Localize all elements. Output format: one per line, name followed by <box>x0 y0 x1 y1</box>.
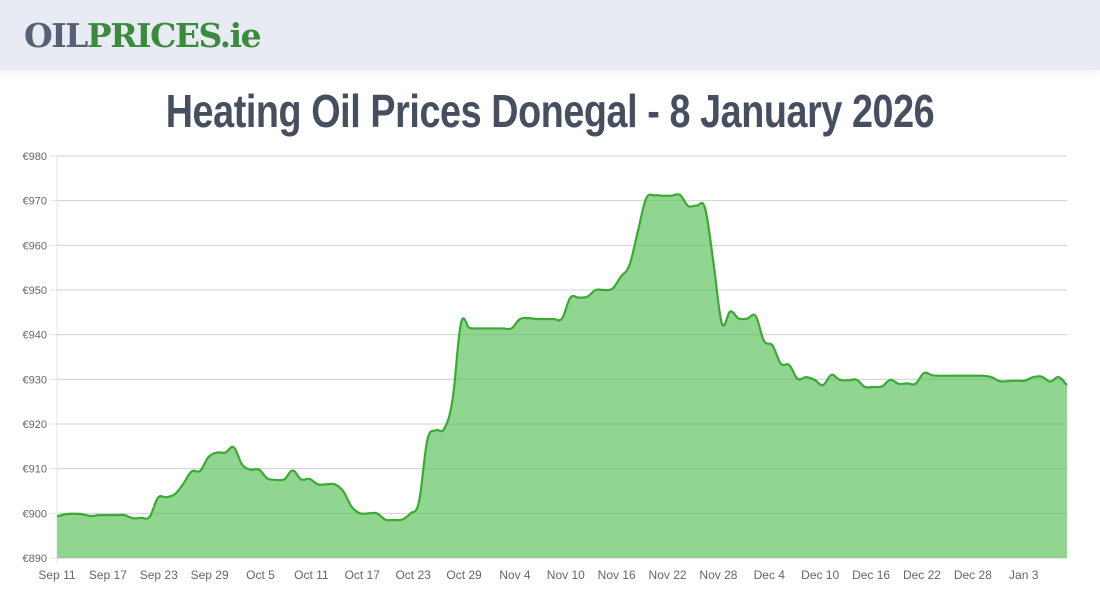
chart-gridlines-overlay <box>57 155 1067 559</box>
y-tick-label: €970 <box>23 196 47 208</box>
x-tick-label: Jan 3 <box>1009 568 1039 582</box>
x-tick-label: Oct 29 <box>446 568 482 582</box>
x-tick-label: Nov 10 <box>547 568 585 582</box>
page-title: Heating Oil Prices Donegal - 8 January 2… <box>165 85 935 137</box>
site-header: OILPRICES.ie <box>0 0 1100 70</box>
y-tick-label: €940 <box>23 330 47 342</box>
x-tick-label: Oct 17 <box>345 568 381 582</box>
x-tick-label: Dec 16 <box>852 568 890 582</box>
logo-oil-text: OIL <box>24 16 88 55</box>
y-tick-label: €920 <box>23 419 47 431</box>
x-tick-label: Sep 17 <box>89 568 127 582</box>
y-tick-label: €910 <box>23 464 47 476</box>
x-tick-label: Nov 16 <box>598 568 636 582</box>
y-tick-label: €930 <box>23 374 47 386</box>
price-area-fill <box>57 194 1067 558</box>
site-logo[interactable]: OILPRICES.ie <box>24 16 262 56</box>
x-tick-label: Oct 11 <box>294 568 329 582</box>
logo-prices-text: PRICES.ie <box>86 16 262 55</box>
x-axis: Sep 11 Sep 17 Sep 23 Sep 29 Oct 5 Oct 11 Oct 1… <box>38 568 1038 582</box>
price-line[interactable] <box>56 193 1068 522</box>
y-tick-label: €960 <box>23 240 47 252</box>
x-tick-label: Dec 22 <box>903 568 941 582</box>
x-tick-label: Dec 10 <box>801 568 839 582</box>
x-tick-label: Nov 4 <box>499 568 531 582</box>
y-tick-label: €950 <box>23 285 47 297</box>
y-tick-label: €980 <box>23 151 47 163</box>
x-tick-label: Sep 11 <box>38 568 75 582</box>
x-tick-label: Sep 23 <box>140 568 178 582</box>
x-tick-label: Dec 28 <box>954 568 992 582</box>
x-tick-label: Oct 23 <box>395 568 431 582</box>
x-tick-label: Sep 29 <box>191 568 229 582</box>
x-tick-label: Dec 4 <box>754 568 786 582</box>
y-axis: €890 €900 €910 €920 €930 €940 €950 €960 €970 €980 <box>23 151 47 565</box>
y-tick-label: €890 <box>23 553 47 565</box>
y-tick-label: €900 <box>23 508 47 520</box>
x-tick-label: Nov 22 <box>649 568 687 582</box>
x-tick-label: Oct 5 <box>246 568 275 582</box>
x-tick-label: Nov 28 <box>699 568 737 582</box>
